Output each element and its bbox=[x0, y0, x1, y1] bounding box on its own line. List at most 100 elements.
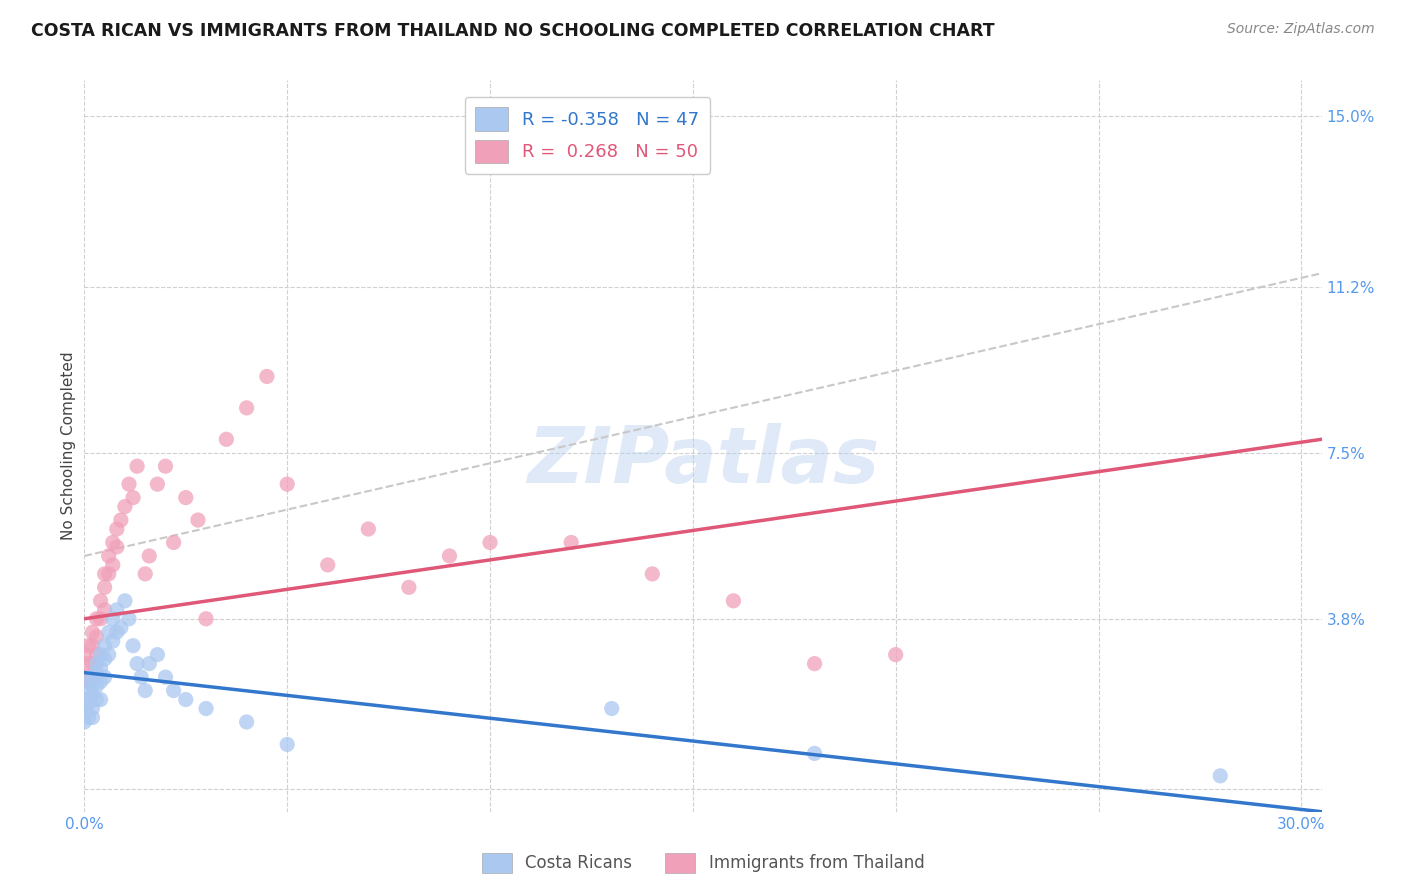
Point bbox=[439, 549, 461, 563]
Legend: R = -0.358   N = 47, R =  0.268   N = 50: R = -0.358 N = 47, R = 0.268 N = 50 bbox=[464, 96, 710, 174]
Point bbox=[82, 639, 104, 653]
Text: Source: ZipAtlas.com: Source: ZipAtlas.com bbox=[1227, 22, 1375, 37]
Point bbox=[641, 566, 664, 581]
Point bbox=[90, 594, 112, 608]
Point bbox=[155, 459, 177, 474]
Point bbox=[195, 612, 218, 626]
Point bbox=[276, 477, 298, 491]
Point bbox=[723, 594, 745, 608]
Point bbox=[138, 549, 160, 563]
Point bbox=[82, 679, 104, 693]
Point bbox=[276, 738, 298, 752]
Point bbox=[97, 549, 120, 563]
Point bbox=[93, 652, 115, 666]
Point bbox=[90, 674, 112, 689]
Point bbox=[146, 477, 169, 491]
Point bbox=[77, 697, 100, 711]
Point bbox=[114, 594, 136, 608]
Point bbox=[97, 648, 120, 662]
Point bbox=[105, 603, 128, 617]
Y-axis label: No Schooling Completed: No Schooling Completed bbox=[60, 351, 76, 541]
Point bbox=[77, 639, 100, 653]
Point bbox=[82, 625, 104, 640]
Point bbox=[101, 535, 124, 549]
Point bbox=[82, 670, 104, 684]
Point bbox=[122, 639, 145, 653]
Text: ZIPatlas: ZIPatlas bbox=[527, 423, 879, 499]
Point bbox=[129, 670, 152, 684]
Point bbox=[86, 665, 108, 680]
Point bbox=[398, 580, 420, 594]
Point bbox=[73, 692, 96, 706]
Point bbox=[73, 701, 96, 715]
Point bbox=[77, 683, 100, 698]
Point bbox=[105, 522, 128, 536]
Point bbox=[803, 657, 825, 671]
Point bbox=[884, 648, 907, 662]
Point bbox=[127, 657, 149, 671]
Point bbox=[479, 535, 502, 549]
Point bbox=[101, 612, 124, 626]
Point bbox=[77, 674, 100, 689]
Point bbox=[138, 657, 160, 671]
Point bbox=[195, 701, 218, 715]
Point bbox=[803, 747, 825, 761]
Point bbox=[316, 558, 339, 572]
Point bbox=[134, 566, 156, 581]
Point bbox=[93, 603, 115, 617]
Point bbox=[162, 683, 184, 698]
Point bbox=[215, 432, 238, 446]
Point bbox=[77, 710, 100, 724]
Point bbox=[174, 692, 197, 706]
Point bbox=[134, 683, 156, 698]
Point bbox=[97, 566, 120, 581]
Point bbox=[82, 701, 104, 715]
Point bbox=[73, 648, 96, 662]
Point bbox=[93, 639, 115, 653]
Point bbox=[118, 612, 141, 626]
Point bbox=[86, 692, 108, 706]
Point bbox=[93, 580, 115, 594]
Point bbox=[155, 670, 177, 684]
Point bbox=[82, 710, 104, 724]
Point bbox=[519, 154, 541, 169]
Point bbox=[600, 701, 623, 715]
Point bbox=[86, 612, 108, 626]
Point bbox=[110, 513, 132, 527]
Point bbox=[114, 500, 136, 514]
Point bbox=[560, 535, 582, 549]
Point bbox=[162, 535, 184, 549]
Point bbox=[1209, 769, 1232, 783]
Point bbox=[256, 369, 278, 384]
Point bbox=[90, 648, 112, 662]
Point bbox=[105, 625, 128, 640]
Point bbox=[235, 714, 257, 729]
Point bbox=[101, 558, 124, 572]
Point bbox=[122, 491, 145, 505]
Point bbox=[146, 648, 169, 662]
Point bbox=[93, 670, 115, 684]
Point bbox=[97, 625, 120, 640]
Point bbox=[118, 477, 141, 491]
Point bbox=[86, 648, 108, 662]
Point bbox=[357, 522, 380, 536]
Point bbox=[127, 459, 149, 474]
Point bbox=[77, 657, 100, 671]
Point bbox=[187, 513, 209, 527]
Point bbox=[174, 491, 197, 505]
Point bbox=[86, 679, 108, 693]
Point bbox=[105, 540, 128, 554]
Text: COSTA RICAN VS IMMIGRANTS FROM THAILAND NO SCHOOLING COMPLETED CORRELATION CHART: COSTA RICAN VS IMMIGRANTS FROM THAILAND … bbox=[31, 22, 994, 40]
Point bbox=[86, 630, 108, 644]
Point bbox=[86, 657, 108, 671]
Point bbox=[101, 634, 124, 648]
Point bbox=[90, 612, 112, 626]
Point bbox=[77, 674, 100, 689]
Point bbox=[82, 657, 104, 671]
Point bbox=[73, 670, 96, 684]
Point bbox=[235, 401, 257, 415]
Point bbox=[90, 661, 112, 675]
Point bbox=[90, 692, 112, 706]
Legend: Costa Ricans, Immigrants from Thailand: Costa Ricans, Immigrants from Thailand bbox=[475, 847, 931, 880]
Point bbox=[82, 688, 104, 702]
